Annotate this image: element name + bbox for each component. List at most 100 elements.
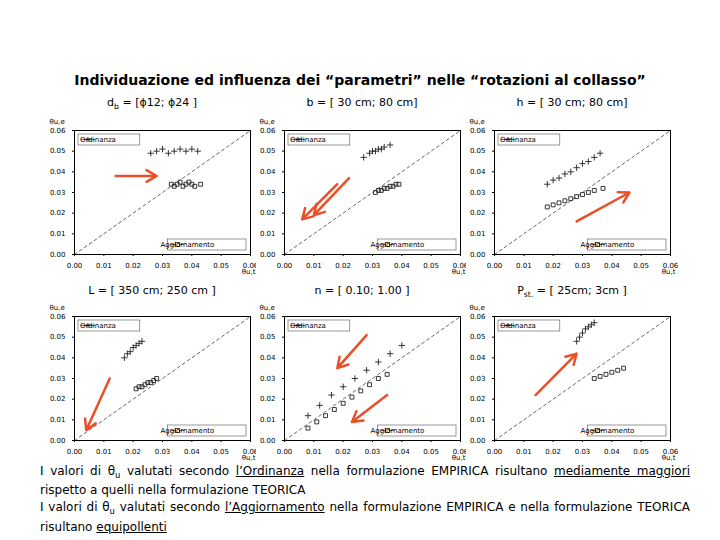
svg-text:0.05: 0.05 xyxy=(470,147,486,155)
svg-text:0.03: 0.03 xyxy=(260,189,276,197)
svg-text:0.01: 0.01 xyxy=(516,448,532,456)
svg-text:0.00: 0.00 xyxy=(50,437,66,445)
svg-text:0.01: 0.01 xyxy=(306,262,322,270)
svg-text:0.01: 0.01 xyxy=(50,230,66,238)
svg-text:θu,t: θu,t xyxy=(242,454,256,462)
svg-text:0.06: 0.06 xyxy=(260,127,276,135)
svg-text:Ordinanza: Ordinanza xyxy=(500,322,536,330)
svg-text:Ordinanza: Ordinanza xyxy=(290,322,326,330)
svg-text:0.05: 0.05 xyxy=(423,262,439,270)
svg-text:0.03: 0.03 xyxy=(50,189,66,197)
svg-text:0.06: 0.06 xyxy=(470,313,486,321)
svg-text:0.05: 0.05 xyxy=(50,147,66,155)
svg-text:0.00: 0.00 xyxy=(260,251,276,259)
svg-text:0.04: 0.04 xyxy=(394,262,410,270)
svg-text:0.05: 0.05 xyxy=(633,262,649,270)
svg-text:Aggiornamento: Aggiornamento xyxy=(160,241,214,249)
svg-text:0.01: 0.01 xyxy=(96,448,112,456)
svg-text:0.02: 0.02 xyxy=(125,448,141,456)
svg-text:0.03: 0.03 xyxy=(575,448,591,456)
svg-text:0.03: 0.03 xyxy=(470,375,486,383)
svg-text:0.00: 0.00 xyxy=(487,262,503,270)
svg-text:0.05: 0.05 xyxy=(260,333,276,341)
svg-text:0.04: 0.04 xyxy=(184,448,200,456)
svg-text:0.05: 0.05 xyxy=(260,147,276,155)
svg-text:0.04: 0.04 xyxy=(394,448,410,456)
svg-text:θu,e: θu,e xyxy=(470,304,485,312)
svg-text:Aggiornamento: Aggiornamento xyxy=(160,427,214,435)
svg-text:0.00: 0.00 xyxy=(470,251,486,259)
svg-text:θu,e: θu,e xyxy=(260,118,275,126)
svg-text:θu,t: θu,t xyxy=(242,268,256,276)
svg-text:0.03: 0.03 xyxy=(365,448,381,456)
svg-text:θu,e: θu,e xyxy=(50,304,65,312)
svg-text:0.02: 0.02 xyxy=(335,262,351,270)
svg-text:0.06: 0.06 xyxy=(50,127,66,135)
svg-text:θu,t: θu,t xyxy=(662,268,676,276)
svg-text:0.01: 0.01 xyxy=(260,416,276,424)
svg-text:0.02: 0.02 xyxy=(125,262,141,270)
svg-text:0.03: 0.03 xyxy=(50,375,66,383)
svg-text:0.01: 0.01 xyxy=(470,230,486,238)
svg-text:0.02: 0.02 xyxy=(470,395,486,403)
svg-text:0.01: 0.01 xyxy=(470,416,486,424)
svg-text:0.03: 0.03 xyxy=(575,262,591,270)
svg-text:Ordinanza: Ordinanza xyxy=(290,136,326,144)
svg-text:0.02: 0.02 xyxy=(545,262,561,270)
svg-text:θu,t: θu,t xyxy=(662,454,676,462)
svg-text:0.00: 0.00 xyxy=(260,437,276,445)
svg-text:0.05: 0.05 xyxy=(470,333,486,341)
svg-text:0.04: 0.04 xyxy=(604,448,620,456)
svg-text:0.05: 0.05 xyxy=(213,262,229,270)
svg-text:0.02: 0.02 xyxy=(260,395,276,403)
svg-text:0.03: 0.03 xyxy=(260,375,276,383)
svg-text:0.01: 0.01 xyxy=(50,416,66,424)
svg-text:0.03: 0.03 xyxy=(470,189,486,197)
svg-text:Aggiornamento: Aggiornamento xyxy=(370,427,424,435)
svg-text:0.02: 0.02 xyxy=(50,209,66,217)
svg-text:0.04: 0.04 xyxy=(260,354,276,362)
svg-text:θu,e: θu,e xyxy=(470,118,485,126)
svg-text:0.04: 0.04 xyxy=(604,262,620,270)
svg-text:0.02: 0.02 xyxy=(50,395,66,403)
svg-text:0.06: 0.06 xyxy=(470,127,486,135)
svg-text:0.02: 0.02 xyxy=(470,209,486,217)
svg-text:θu,t: θu,t xyxy=(452,268,466,276)
svg-text:Aggiornamento: Aggiornamento xyxy=(580,241,634,249)
svg-text:0.04: 0.04 xyxy=(184,262,200,270)
svg-text:0.02: 0.02 xyxy=(545,448,561,456)
svg-text:0.00: 0.00 xyxy=(277,448,293,456)
svg-text:0.06: 0.06 xyxy=(260,313,276,321)
svg-text:0.01: 0.01 xyxy=(516,262,532,270)
svg-text:0.05: 0.05 xyxy=(213,448,229,456)
svg-text:0.01: 0.01 xyxy=(96,262,112,270)
svg-text:Ordinanza: Ordinanza xyxy=(80,136,116,144)
svg-text:0.04: 0.04 xyxy=(50,168,66,176)
svg-text:Ordinanza: Ordinanza xyxy=(500,136,536,144)
svg-text:θu,t: θu,t xyxy=(452,454,466,462)
svg-text:0.01: 0.01 xyxy=(306,448,322,456)
svg-text:0.00: 0.00 xyxy=(67,448,83,456)
svg-text:0.02: 0.02 xyxy=(260,209,276,217)
svg-text:0.04: 0.04 xyxy=(50,354,66,362)
svg-text:Aggiornamento: Aggiornamento xyxy=(370,241,424,249)
svg-text:0.00: 0.00 xyxy=(67,262,83,270)
svg-text:Aggiornamento: Aggiornamento xyxy=(580,427,634,435)
svg-text:0.00: 0.00 xyxy=(487,448,503,456)
svg-text:0.05: 0.05 xyxy=(50,333,66,341)
svg-text:0.06: 0.06 xyxy=(50,313,66,321)
svg-text:θu,e: θu,e xyxy=(260,304,275,312)
svg-text:0.01: 0.01 xyxy=(260,230,276,238)
svg-text:0.05: 0.05 xyxy=(633,448,649,456)
svg-text:0.05: 0.05 xyxy=(423,448,439,456)
svg-text:0.04: 0.04 xyxy=(470,354,486,362)
svg-text:0.04: 0.04 xyxy=(470,168,486,176)
svg-text:0.04: 0.04 xyxy=(260,168,276,176)
svg-text:0.00: 0.00 xyxy=(50,251,66,259)
svg-text:0.03: 0.03 xyxy=(365,262,381,270)
svg-text:0.02: 0.02 xyxy=(335,448,351,456)
svg-text:0.00: 0.00 xyxy=(470,437,486,445)
svg-text:0.03: 0.03 xyxy=(155,262,171,270)
svg-text:0.00: 0.00 xyxy=(277,262,293,270)
svg-text:Ordinanza: Ordinanza xyxy=(80,322,116,330)
